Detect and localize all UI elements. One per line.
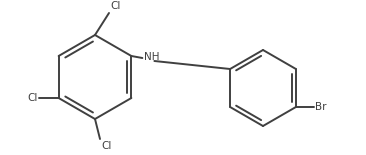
Text: Cl: Cl xyxy=(27,93,38,103)
Text: Cl: Cl xyxy=(101,141,111,151)
Text: Br: Br xyxy=(315,102,326,112)
Text: Cl: Cl xyxy=(110,1,120,11)
Text: NH: NH xyxy=(144,52,160,62)
